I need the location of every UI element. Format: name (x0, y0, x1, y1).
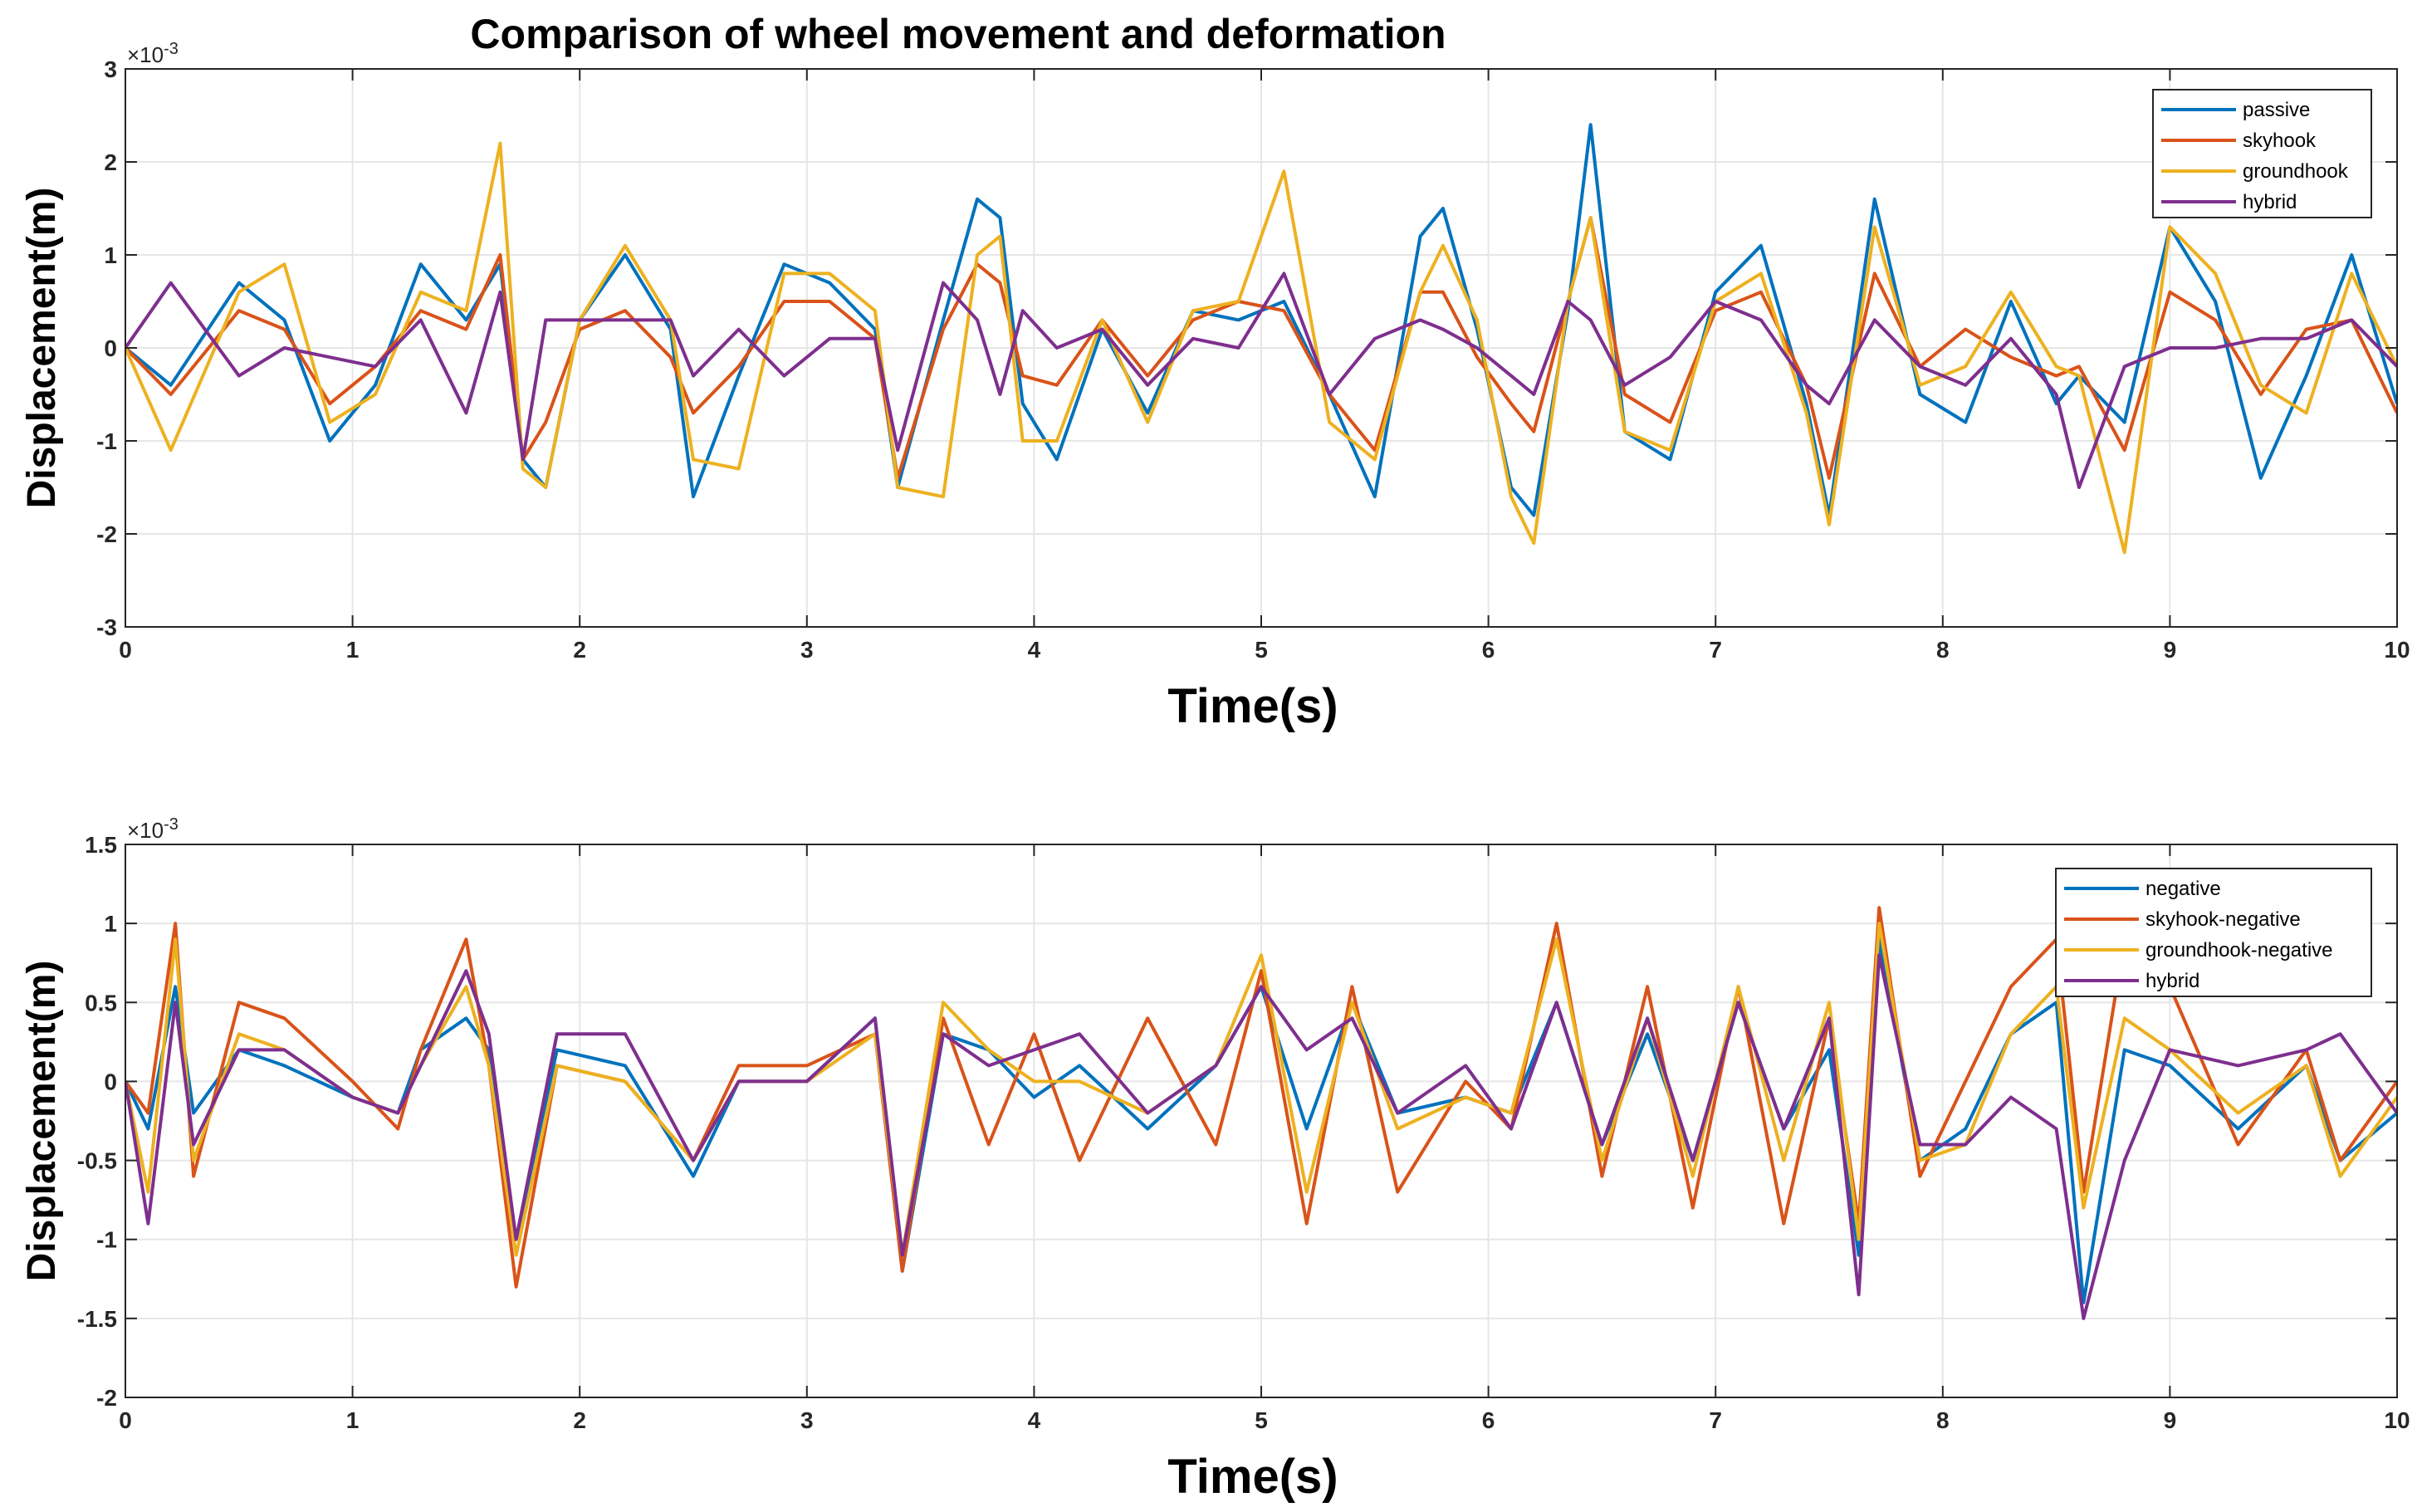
legend-label-groundhook: groundhook (2243, 160, 2349, 183)
y-tick-label: -1.5 (77, 1306, 117, 1332)
x-tick-label: 2 (573, 1407, 586, 1433)
legend-label-skyhook-negative: skyhook-negative (2146, 908, 2301, 931)
x-tick-label: 5 (1255, 637, 1268, 663)
y-tick-label: 1 (104, 911, 117, 937)
series-line-groundhook (125, 141, 2397, 555)
x-tick-label: 10 (2384, 637, 2410, 663)
x-tick-label: 1 (346, 637, 360, 663)
x-tick-label: 2 (573, 637, 586, 663)
y-tick-label: -3 (96, 614, 117, 640)
x-tick-label: 9 (2164, 637, 2177, 663)
x-tick-label: 4 (1028, 1407, 1041, 1433)
series-group (125, 906, 2397, 1320)
y-tick-label: -1 (96, 1227, 117, 1253)
legend-label-hybrid: hybrid (2146, 970, 2199, 992)
x-axis-label: Time(s) (1167, 1450, 1338, 1504)
x-tick-label: 6 (1482, 637, 1495, 663)
x-axis-label: Time(s) (1167, 679, 1338, 733)
x-tick-label: 5 (1255, 1407, 1268, 1433)
x-tick-label: 7 (1709, 637, 1722, 663)
y-axis-label: Displacement(m) (20, 961, 64, 1282)
y-exponent-power: -3 (164, 40, 179, 58)
legend: negative skyhook-negative groundhook-negat… (2055, 868, 2372, 997)
x-tick-label: 4 (1028, 637, 1041, 663)
top-panel: 0 1 2 3 4 5 6 7 8 9 10-3-2-10123×10-3Time(s)Displa… (20, 40, 2410, 733)
chart-title: Comparison of wheel movement and deforma… (470, 11, 1446, 57)
y-tick-label: 0.5 (85, 990, 117, 1015)
x-tick-label: 0 (119, 637, 132, 663)
y-axis-label: Displacement(m) (20, 188, 64, 509)
y-tick-label: -1 (96, 428, 117, 454)
series-line-hybrid (125, 272, 2397, 489)
series-line-hybrid (125, 953, 2397, 1320)
y-tick-label: 1.5 (85, 832, 117, 858)
legend: passive skyhook groundhook hybrid (2152, 89, 2372, 218)
y-tick-label: 2 (104, 149, 117, 175)
x-tick-label: 10 (2384, 1407, 2410, 1433)
x-tick-label: 7 (1709, 1407, 1722, 1433)
y-tick-label: 0 (104, 1069, 117, 1094)
x-tick-label: 1 (346, 1407, 360, 1433)
legend-label-negative: negative (2146, 878, 2221, 900)
series-line-skyhook (125, 216, 2397, 480)
x-tick-label: 0 (119, 1407, 132, 1433)
y-tick-label: 3 (104, 56, 117, 82)
legend-label-groundhook-negative: groundhook-negative (2146, 939, 2333, 962)
y-tick-label: -2 (96, 1385, 117, 1411)
series-line-groundhook-negative (125, 922, 2397, 1257)
legend-label-passive: passive (2243, 99, 2310, 121)
x-tick-label: 6 (1482, 1407, 1495, 1433)
bottom-panel: 0 1 2 3 4 5 6 7 8 9 10-2-1.5-1-0.500.511.5×10-3Tim… (20, 815, 2410, 1504)
x-tick-label: 3 (800, 1407, 814, 1433)
y-exponent-power: -3 (164, 815, 179, 834)
y-tick-label: 1 (104, 242, 117, 268)
series-group (125, 123, 2397, 555)
legend-label-hybrid: hybrid (2243, 191, 2297, 213)
series-line-skyhook-negative (125, 906, 2397, 1289)
x-tick-label: 9 (2164, 1407, 2177, 1433)
legend-label-skyhook: skyhook (2243, 130, 2317, 152)
y-tick-label: 0 (104, 335, 117, 361)
x-tick-label: 8 (1936, 637, 1950, 663)
y-tick-label: -0.5 (77, 1148, 117, 1174)
x-tick-label: 8 (1936, 1407, 1950, 1433)
x-tick-label: 3 (800, 637, 814, 663)
y-tick-label: -2 (96, 521, 117, 547)
